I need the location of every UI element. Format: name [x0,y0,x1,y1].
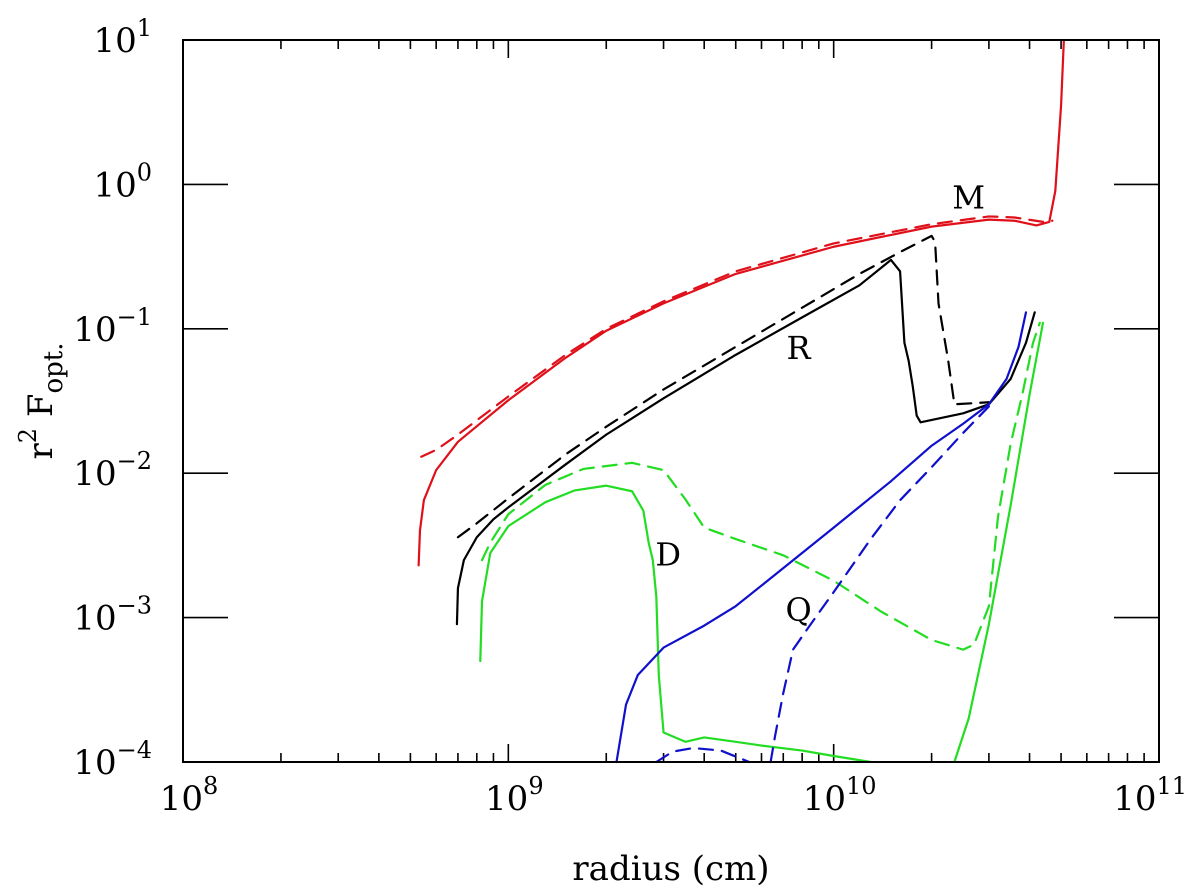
y-tick-label: 100 [93,158,152,205]
labels-layer: 108 109 1010 1011 10−4 10−3 10−2 10−1 100 101 M R D Q [73,14,1187,819]
plot-frame [182,39,1160,763]
y-axis-title: r2 Fopt. [14,343,69,460]
curve-label: D [655,535,681,573]
y-tick-label: 10−2 [73,447,152,494]
series-line-8 [769,405,990,764]
curve-label: Q [785,591,811,629]
series-line-7 [615,311,1028,764]
y-axis-label: r2 Fopt. [14,343,69,460]
curve-label: R [787,329,812,367]
series-line-4 [479,484,872,764]
x-tick-label: 108 [160,772,219,819]
x-tick-label: 1010 [803,772,877,819]
y-tick-label: 10−1 [73,303,152,350]
x-tick-label: 1011 [1113,772,1187,819]
series-layer [417,38,1065,764]
series-line-6 [480,321,1041,651]
x-axis-label: radius (cm) [572,849,769,889]
x-tick-label: 109 [485,772,544,819]
axis-ticks [182,40,1160,763]
y-tick-label: 101 [93,14,152,61]
series-line-1 [420,215,1054,458]
series-line-3 [456,234,990,539]
y-tick-label: 10−4 [73,736,152,783]
series-line-5 [953,321,1045,764]
series-line-0 [417,38,1065,567]
series-line-2 [455,258,1036,626]
curve-label: M [952,179,985,217]
y-tick-label: 10−3 [73,592,152,639]
series-line-9 [655,746,751,764]
